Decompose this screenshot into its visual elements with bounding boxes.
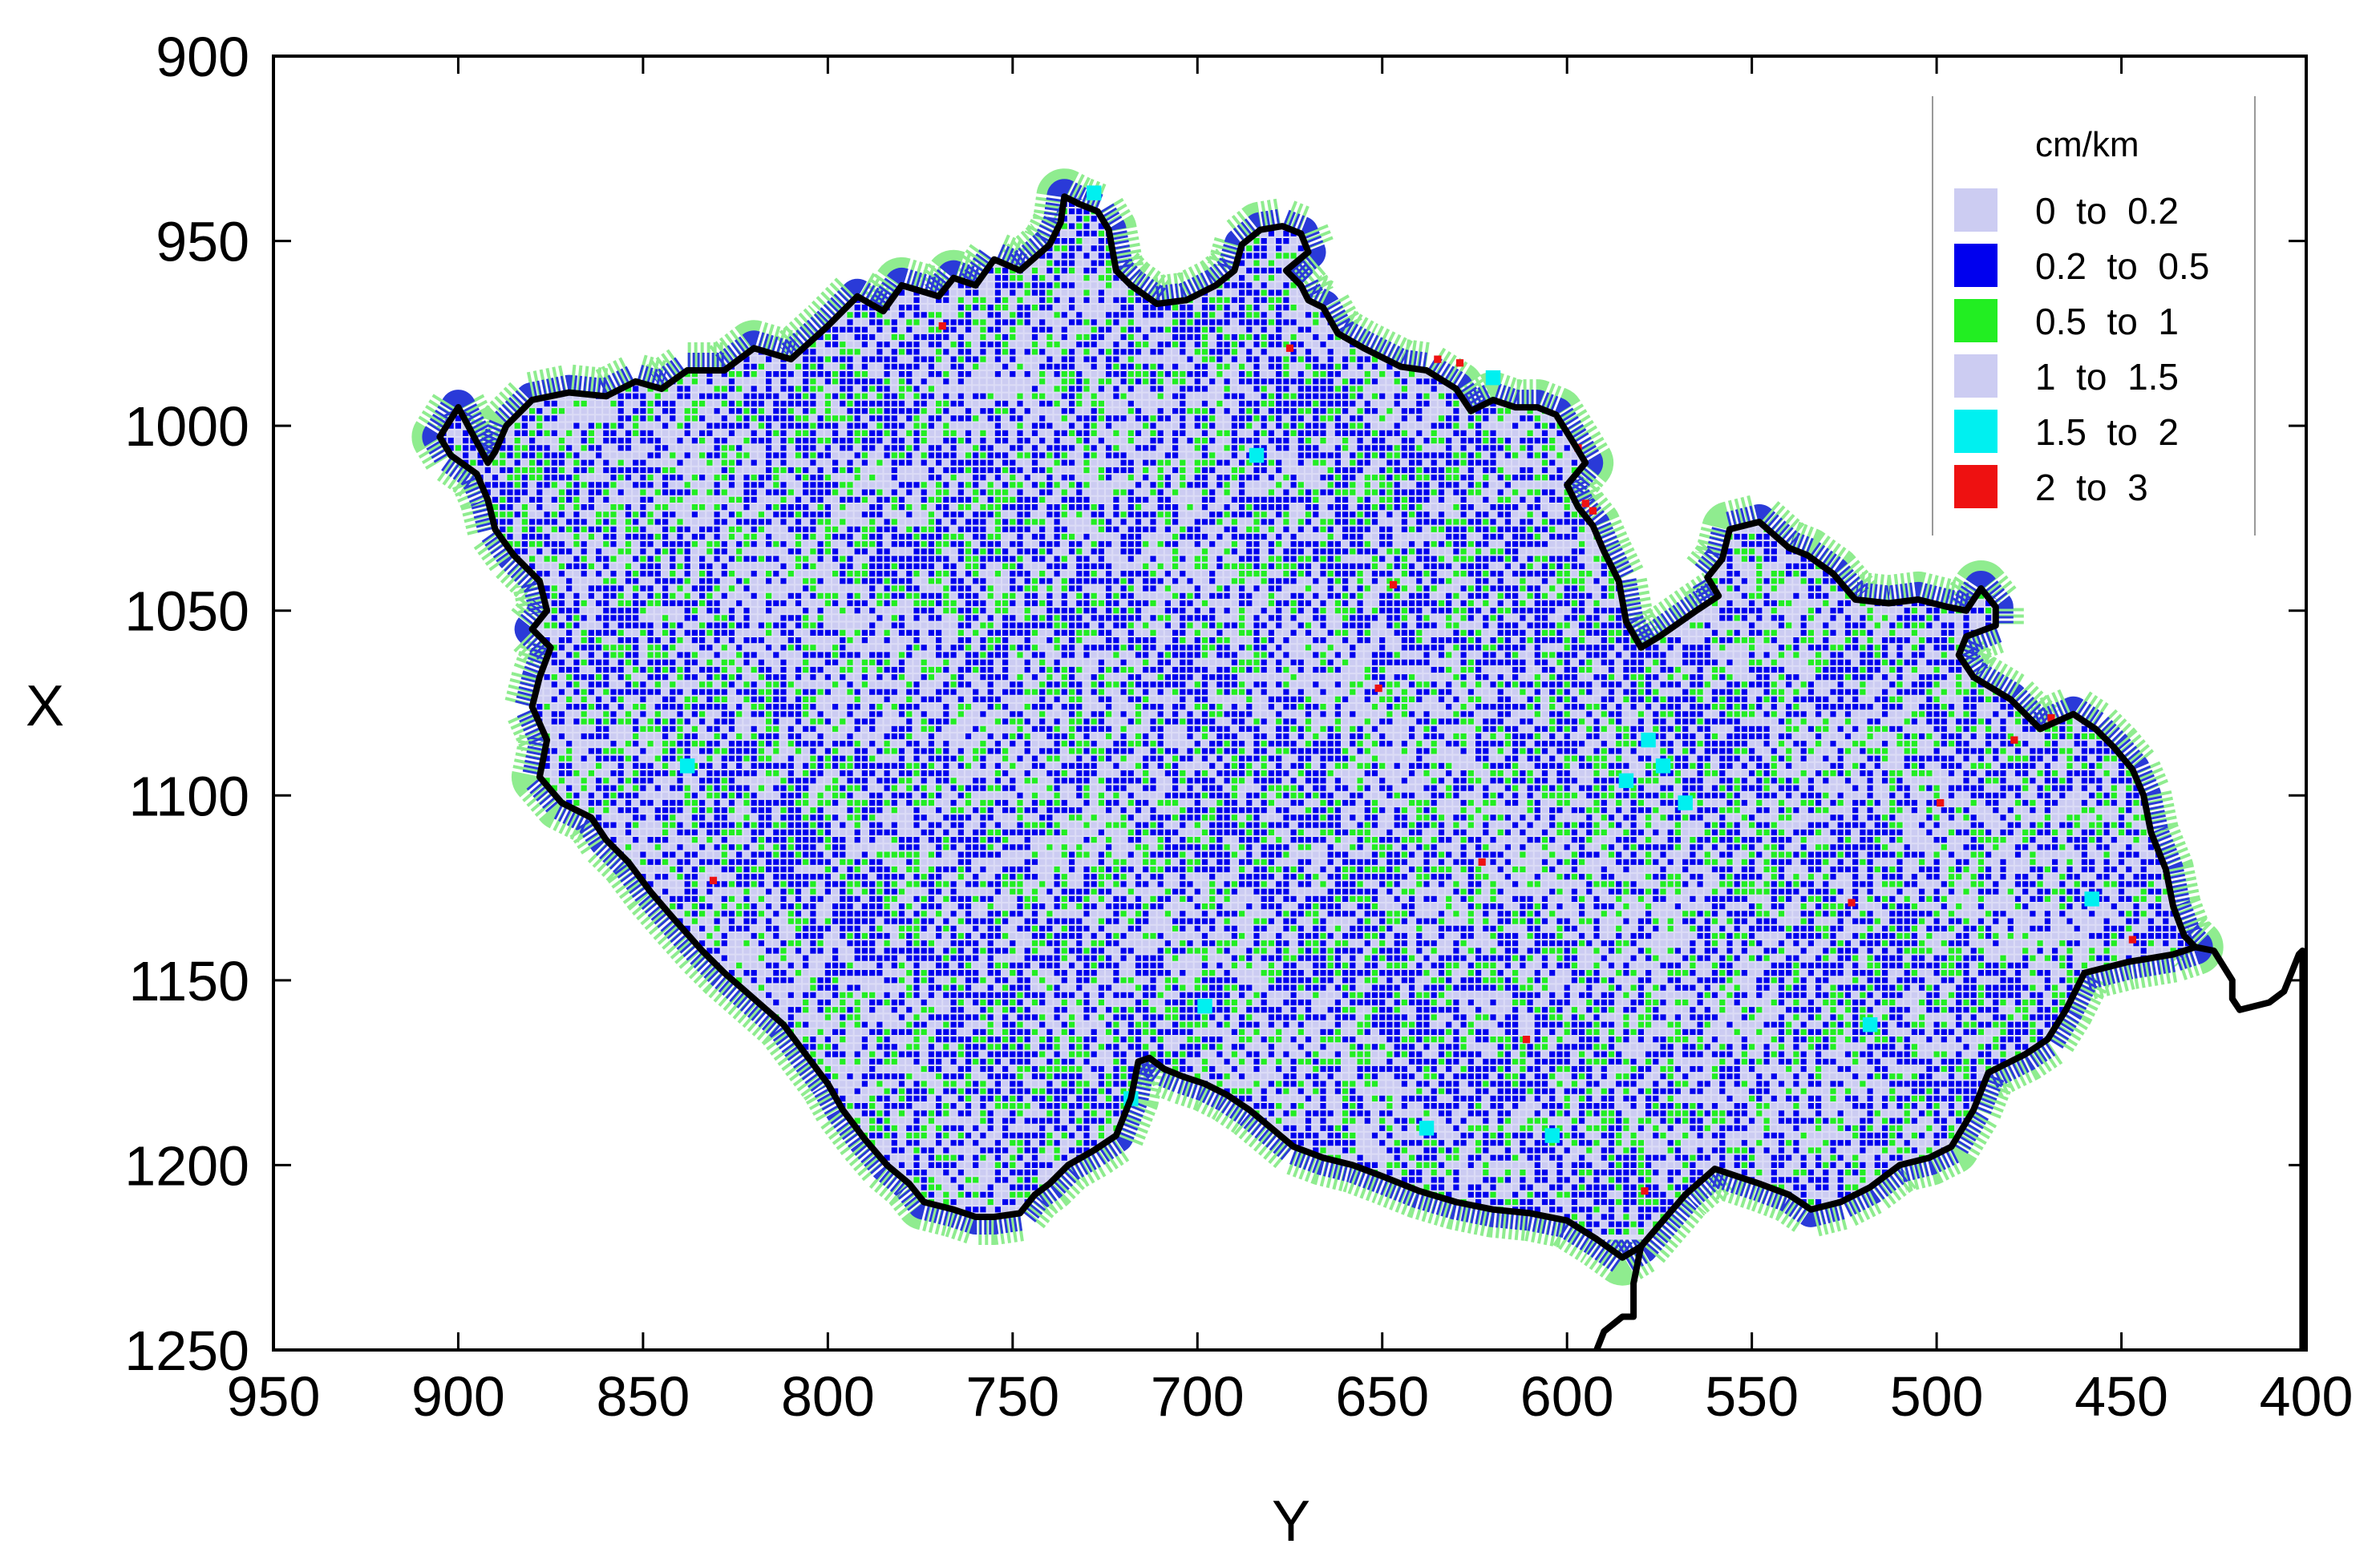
x-tick-label: 950 — [227, 1365, 321, 1428]
legend-swatch — [1954, 188, 1998, 232]
x-tick-label: 600 — [1520, 1365, 1614, 1428]
legend-label: 0 to 0.2 — [2035, 190, 2179, 232]
y-tick-label: 1200 — [124, 1134, 249, 1197]
y-tick-label: 1150 — [128, 950, 249, 1012]
legend-label: 0.2 to 0.5 — [2035, 245, 2209, 287]
legend-entries: 0 to 0.2 0.2 to 0.5 0.5 to 1 1 to 1.5 1.5 to… — [1954, 188, 2209, 508]
cell-2-to-3 — [1937, 798, 1945, 807]
cell-2-to-3 — [2010, 736, 2018, 744]
y-tick-label: 1100 — [128, 765, 249, 827]
cell-2-to-3 — [1641, 1187, 1649, 1195]
legend-swatch — [1954, 354, 1998, 398]
cell-2-to-3 — [1848, 899, 1856, 907]
legend: cm/km 0 to 0.2 0.2 to 0.5 0.5 to 1 1 to 1.5… — [1932, 96, 2256, 535]
cell-2-to-3 — [2047, 713, 2055, 722]
cell-1-5-to-2 — [1249, 447, 1265, 463]
x-tick-label: 400 — [2260, 1365, 2354, 1428]
cell-2-to-3 — [1522, 1036, 1531, 1044]
cell-2-to-3 — [1434, 355, 1442, 363]
legend-swatch — [1954, 465, 1998, 508]
cell-1-5-to-2 — [1485, 370, 1501, 386]
cell-1-5-to-2 — [680, 758, 695, 774]
border-east-extension — [2192, 944, 2306, 1350]
plot-frame — [272, 55, 2308, 1352]
cell-1-5-to-2 — [1862, 1016, 1878, 1033]
cell-1-5-to-2 — [1419, 1121, 1435, 1136]
legend-label: 1.5 to 2 — [2035, 411, 2179, 453]
legend-label: 2 to 3 — [2035, 467, 2148, 508]
y-tick-label: 900 — [156, 26, 249, 88]
cell-2-to-3 — [1478, 858, 1486, 866]
legend-label: 0.5 to 1 — [2035, 301, 2179, 342]
y-tick-label: 1000 — [124, 395, 249, 458]
cell-1-5-to-2 — [1618, 773, 1634, 789]
legend-label: 1 to 1.5 — [2035, 356, 2179, 398]
y-tick-label: 950 — [156, 211, 249, 273]
x-tick-label: 750 — [965, 1365, 1059, 1428]
cell-2-to-3 — [1589, 507, 1597, 515]
cell-2-to-3 — [1374, 684, 1382, 693]
border-south — [436, 404, 1645, 1261]
cell-2-to-3 — [709, 876, 718, 884]
x-axis-title: Y — [1272, 1489, 1310, 1554]
x-axis-ticks: 950 900 850 800 750 700 650 600 550 500 450 400 — [227, 56, 2354, 1428]
cell-2-to-3 — [1389, 580, 1398, 589]
cell-1-5-to-2 — [2084, 891, 2099, 907]
legend-swatch — [1954, 244, 1998, 287]
y-axis-ticks: 900 950 1000 1050 1100 1150 1200 1250 — [124, 26, 2306, 1382]
cell-2-to-3 — [1455, 359, 1464, 367]
legend-swatch — [1954, 299, 1998, 342]
cell-2-to-3 — [1581, 499, 1589, 507]
x-tick-label: 550 — [1705, 1365, 1799, 1428]
cell-2-to-3 — [938, 322, 946, 330]
cell-1-5-to-2 — [1087, 185, 1102, 200]
cell-1-5-to-2 — [1678, 795, 1693, 810]
cell-2-to-3 — [1285, 344, 1294, 352]
border-north — [455, 193, 2199, 1350]
cell-2-to-3 — [2128, 936, 2136, 944]
cell-1-5-to-2 — [1641, 732, 1656, 748]
cell-1-5-to-2 — [1655, 758, 1671, 774]
x-tick-label: 850 — [597, 1365, 690, 1428]
legend-swatch — [1954, 410, 1998, 453]
x-tick-label: 800 — [781, 1365, 875, 1428]
legend-title: cm/km — [2035, 125, 2139, 164]
x-tick-label: 700 — [1151, 1365, 1245, 1428]
cell-1-5-to-2 — [1544, 1128, 1560, 1143]
x-tick-label: 900 — [411, 1365, 505, 1428]
cell-1-5-to-2 — [1197, 998, 1212, 1014]
country-border — [436, 193, 2306, 1350]
x-tick-label: 450 — [2074, 1365, 2168, 1428]
gradient-cells-layer — [440, 196, 2196, 1235]
x-tick-label: 650 — [1335, 1365, 1429, 1428]
y-tick-label: 1250 — [124, 1320, 249, 1382]
y-tick-label: 1050 — [124, 580, 249, 643]
x-tick-label: 500 — [1890, 1365, 1984, 1428]
y-axis-title: X — [26, 674, 64, 738]
